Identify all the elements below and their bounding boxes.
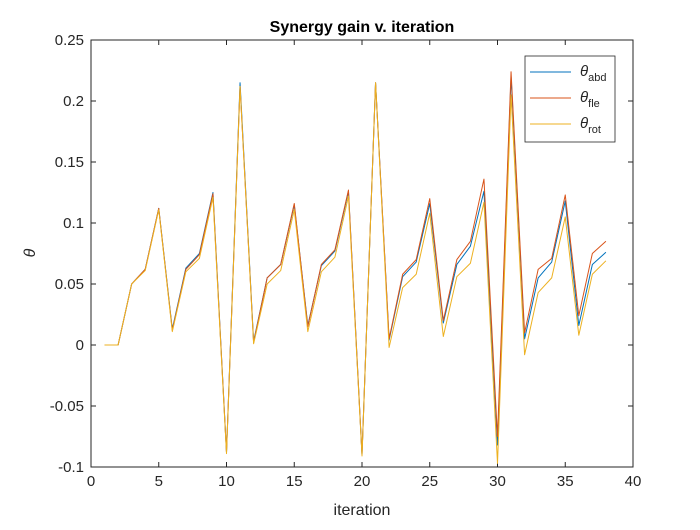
x-tick-label: 25 [421,473,438,490]
x-tick-label: 30 [489,473,506,490]
x-tick-label: 5 [155,473,163,490]
y-tick-label: 0.1 [63,215,84,232]
legend-subscript: fle [588,98,600,110]
x-tick-label: 20 [354,473,371,490]
y-tick-label: 0.15 [55,154,84,171]
legend-subscript: abd [588,72,606,84]
y-tick-label: 0.05 [55,276,84,293]
x-axis-label: iteration [334,502,391,519]
legend-entry-abd: θabd [580,63,607,84]
x-tick-label: 10 [218,473,235,490]
tick-marks [90,39,634,468]
legend-symbol: θ [580,63,588,80]
x-tick-label: 40 [625,473,642,490]
series-line-rot [104,82,607,464]
x-tick-label: 15 [286,473,303,490]
y-tick-label: 0 [76,337,84,354]
y-axis-label: θ [22,248,39,257]
y-tick-label: -0.05 [50,398,84,415]
legend-box [524,55,616,143]
y-tick-label: 0.2 [63,93,84,110]
legend-subscript: rot [588,124,601,136]
y-tick-label: -0.1 [58,459,84,476]
legend-symbol: θ [580,115,588,132]
legend-symbol: θ [580,89,588,106]
x-tick-label: 0 [87,473,95,490]
y-tick-label: 0.25 [55,32,84,49]
y-tick-labels: -0.1 -0.05 0 0.05 0.1 0.15 0.2 0.25 [50,32,84,476]
chart-title: Synergy gain v. iteration [270,19,455,36]
series-lines [104,71,607,464]
legend-entry-rot: θrot [580,115,601,136]
legend-entry-fle: θfle [580,89,600,110]
x-tick-label: 35 [557,473,574,490]
x-tick-labels: 0 5 10 15 20 25 30 35 40 [87,473,642,490]
